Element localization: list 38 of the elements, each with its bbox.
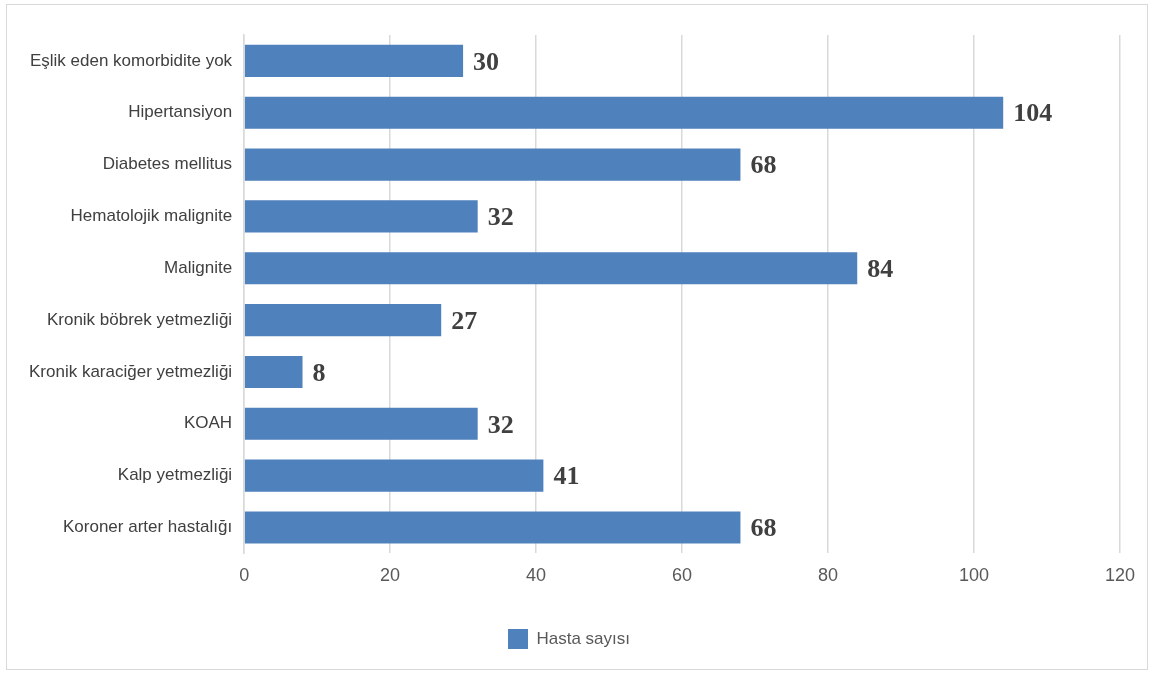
data-label: 84 — [867, 254, 894, 283]
bar — [244, 459, 544, 492]
x-tick-label: 60 — [672, 565, 693, 586]
y-tick-label: Hipertansiyon — [128, 102, 233, 122]
x-tick-label: 20 — [380, 565, 401, 586]
legend-label: Hasta sayısı — [536, 628, 631, 648]
bar — [244, 511, 741, 544]
y-tick-label: Kalp yetmezliği — [117, 465, 233, 485]
y-tick-label: KOAH — [183, 413, 233, 433]
bar — [244, 148, 741, 181]
x-tick-label: 0 — [239, 565, 250, 586]
bar — [244, 252, 858, 285]
y-tick-label: Kronik böbrek yetmezliği — [46, 309, 233, 329]
y-tick-label: Malignite — [164, 257, 233, 277]
data-label: 68 — [750, 513, 777, 543]
x-tick-label: 100 — [958, 565, 990, 586]
data-label: 8 — [312, 357, 326, 387]
bar — [244, 355, 303, 389]
y-tick-label: Kronik karaciğer yetmezliği — [28, 361, 233, 381]
data-label: 32 — [487, 202, 514, 232]
data-label: 27 — [451, 305, 478, 335]
y-tick-label: Diabetes mellitus — [102, 154, 233, 174]
x-tick-label: 80 — [818, 565, 839, 586]
bar — [244, 200, 478, 233]
y-tick-label: Hematolojik malignite — [70, 206, 233, 226]
x-tick-label: 40 — [526, 565, 547, 586]
bar — [244, 304, 442, 337]
data-label: 68 — [750, 150, 777, 180]
y-tick-label: Koroner arter hastalığı — [62, 517, 233, 537]
bar — [244, 44, 464, 77]
y-tick-label: Eşlik eden komorbidite yok — [29, 50, 233, 70]
x-tick-label: 120 — [1104, 565, 1136, 586]
bar — [244, 96, 1004, 129]
data-label: 41 — [553, 461, 580, 491]
bar — [244, 407, 478, 440]
data-label: 30 — [473, 46, 500, 76]
data-label: 104 — [1013, 98, 1053, 128]
data-label: 32 — [487, 409, 514, 439]
